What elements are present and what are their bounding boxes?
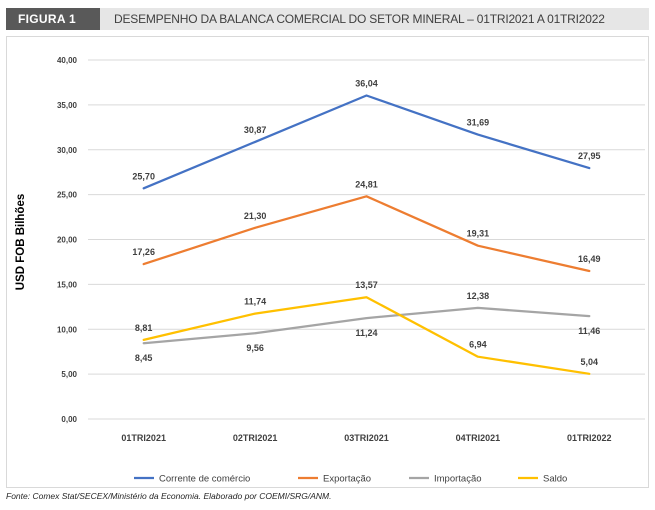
data-label: 21,30 — [244, 211, 267, 221]
data-label: 17,26 — [132, 247, 155, 257]
data-label: 8,81 — [135, 323, 153, 333]
data-label: 11,74 — [244, 297, 266, 307]
data-label: 5,04 — [581, 357, 599, 367]
y-tick-label: 10,00 — [57, 325, 78, 334]
data-label: 19,31 — [467, 229, 490, 239]
y-tick-label: 0,00 — [61, 415, 77, 424]
figure-label: FIGURA 1 — [6, 8, 100, 30]
chart-title: DESEMPENHO DA BALANCA COMERCIAL DO SETOR… — [114, 12, 605, 26]
legend-label: Saldo — [543, 474, 567, 485]
y-tick-label: 20,00 — [57, 236, 78, 245]
legend: Corrente de comércio Exportação Importação… — [134, 474, 567, 485]
data-label: 6,94 — [469, 340, 487, 350]
data-label: 11,46 — [578, 326, 600, 336]
y-axis-label: USD FOB Bilhões — [15, 194, 27, 290]
x-tick-labels: 01TRI2021 02TRI2021 03TRI2021 04TRI2021 01TR… — [121, 433, 611, 443]
data-label: 24,81 — [355, 179, 378, 189]
series-line — [142, 94, 591, 190]
data-label: 9,56 — [246, 343, 264, 353]
series-line — [142, 195, 591, 273]
series-line — [142, 306, 591, 345]
data-label: 16,49 — [578, 254, 601, 264]
data-label: 8,45 — [135, 353, 153, 363]
series-lines — [142, 94, 591, 375]
legend-label: Corrente de comércio — [159, 474, 250, 485]
series-line — [142, 296, 591, 375]
y-tick-label: 5,00 — [61, 370, 77, 379]
y-tick-label: 40,00 — [57, 56, 78, 65]
x-tick-label: 04TRI2021 — [456, 433, 501, 443]
y-tick-label: 30,00 — [57, 146, 78, 155]
data-label: 30,87 — [244, 125, 267, 135]
chart-frame — [6, 36, 649, 488]
legend-label: Importação — [434, 474, 482, 485]
legend-label: Exportação — [323, 474, 371, 485]
data-label: 27,95 — [578, 151, 601, 161]
x-tick-label: 03TRI2021 — [344, 433, 389, 443]
data-label: 31,69 — [467, 118, 490, 128]
x-tick-label: 02TRI2021 — [233, 433, 278, 443]
line-chart: 0,00 5,00 10,00 15,00 20,00 25,00 30,00 35,00 40… — [15, 56, 645, 485]
x-tick-label: 01TRI2022 — [567, 433, 612, 443]
x-tick-label: 01TRI2021 — [121, 433, 166, 443]
data-label: 36,04 — [355, 79, 378, 89]
y-tick-label: 25,00 — [57, 191, 78, 200]
gridlines — [88, 59, 645, 420]
data-label: 12,38 — [467, 291, 490, 301]
y-tick-labels: 0,00 5,00 10,00 15,00 20,00 25,00 30,00 35,00 40… — [57, 56, 78, 424]
y-tick-label: 15,00 — [57, 280, 78, 289]
data-label: 11,24 — [355, 328, 377, 338]
data-labels: 25,70 30,87 36,04 31,69 27,95 17,26 21,30 24,81… — [132, 79, 600, 367]
header-bar — [6, 8, 649, 30]
data-label: 13,57 — [355, 280, 378, 290]
data-label: 25,70 — [132, 171, 155, 181]
y-tick-label: 35,00 — [57, 101, 78, 110]
source-note: Fonte: Comex Stat/SECEX/Ministério da Ec… — [6, 491, 332, 501]
